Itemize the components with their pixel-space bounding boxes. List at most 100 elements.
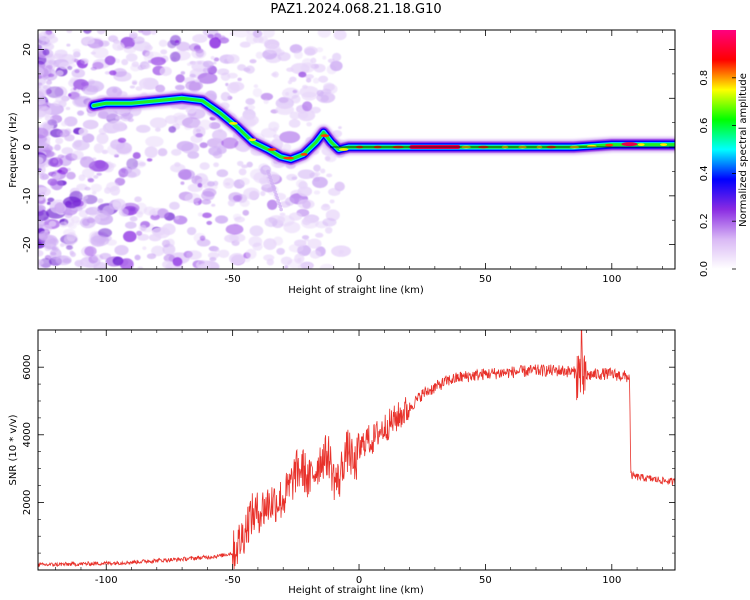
noise-blob <box>276 247 285 255</box>
noise-blob <box>244 106 249 111</box>
noise-blob <box>96 172 102 176</box>
noise-blob <box>119 258 134 269</box>
ridge-hotspot <box>637 143 645 147</box>
noise-blob <box>134 254 141 261</box>
noise-blob <box>171 148 182 156</box>
noise-blob <box>144 146 158 159</box>
noise-blob <box>38 264 43 269</box>
colorbar-tick-label: 0.4 <box>699 165 710 181</box>
noise-blob <box>304 238 310 242</box>
ridge-hotspot <box>605 143 614 147</box>
noise-blob <box>168 126 177 133</box>
noise-blob <box>39 257 52 269</box>
noise-blob <box>210 55 215 60</box>
noise-blob <box>237 64 247 71</box>
noise-blob <box>76 60 85 66</box>
noise-blob <box>47 119 58 126</box>
noise-blob <box>161 223 176 236</box>
colorbar-label: Normalized spectral amplitude <box>738 73 749 227</box>
noise-blob <box>57 53 66 60</box>
noise-blob <box>212 129 228 141</box>
noise-blob <box>141 63 151 70</box>
y-tick-label: -20 <box>22 236 33 252</box>
noise-blob <box>51 173 61 180</box>
noise-blob <box>288 118 301 128</box>
noise-blob <box>108 35 118 43</box>
noise-blob <box>66 171 76 180</box>
noise-blob <box>148 60 152 64</box>
noise-blob <box>39 196 44 201</box>
noise-blob <box>278 204 282 209</box>
noise-blob <box>186 250 202 260</box>
noise-blob <box>42 224 53 233</box>
noise-blob <box>315 47 324 53</box>
noise-blob <box>145 50 154 59</box>
noise-blob <box>229 233 246 243</box>
noise-blob <box>227 199 236 207</box>
noise-blob <box>78 127 89 137</box>
noise-blob <box>142 246 147 251</box>
noise-blob <box>55 95 68 104</box>
snr-panel: -100 -50 0 50 100 2000 4000 6000 Height of str… <box>8 329 676 596</box>
noise-blob <box>195 202 199 206</box>
noise-blob <box>176 41 191 52</box>
noise-blob <box>136 230 143 236</box>
noise-blob <box>66 30 73 34</box>
noise-blob <box>322 55 327 60</box>
noise-blob <box>102 205 115 216</box>
noise-blob <box>146 253 157 260</box>
noise-blob <box>199 235 206 241</box>
noise-blob <box>137 266 144 269</box>
ridge-hotspot <box>228 121 238 125</box>
noise-blob <box>72 140 90 151</box>
noise-blob <box>306 121 312 127</box>
noise-blob <box>174 84 185 91</box>
noise-blob <box>302 101 313 112</box>
noise-blob <box>283 221 301 234</box>
noise-blob <box>55 70 64 77</box>
noise-blob <box>213 247 220 253</box>
noise-blob <box>132 81 137 86</box>
noise-blob <box>219 35 226 41</box>
noise-blob <box>289 76 297 83</box>
noise-blob <box>90 235 110 247</box>
noise-blob <box>140 224 147 232</box>
noise-blob <box>159 66 172 77</box>
noise-blob <box>301 216 319 229</box>
noise-blob <box>43 174 49 180</box>
noise-blob <box>129 85 136 89</box>
colorbar-tick-label: 0.8 <box>699 70 710 86</box>
y-tick-label: -10 <box>22 188 33 204</box>
noise-blob <box>63 233 79 245</box>
noise-blob <box>197 212 203 217</box>
noise-blob <box>305 74 314 80</box>
noise-blob <box>197 61 203 65</box>
y-tick-label: 0 <box>22 144 33 150</box>
noise-blob <box>285 92 290 96</box>
noise-blob <box>189 73 196 78</box>
noise-blob <box>109 70 117 76</box>
colorbar: 0.0 0.2 0.4 0.6 0.8 Normalized spectral ampl… <box>699 30 749 277</box>
y-tick-label: 10 <box>22 92 33 105</box>
noise-blob <box>275 195 279 200</box>
noise-blob <box>333 30 347 41</box>
colorbar-tick-label: 0.2 <box>699 213 710 229</box>
noise-blob <box>279 207 283 212</box>
noise-blob <box>180 71 186 75</box>
noise-blob <box>312 176 328 189</box>
noise-blob <box>202 212 212 219</box>
noise-blob <box>199 162 210 170</box>
noise-blob <box>130 63 141 72</box>
noise-blob <box>288 243 304 253</box>
noise-blob <box>299 85 319 98</box>
noise-blob <box>306 263 313 269</box>
noise-blob <box>175 74 185 83</box>
noise-blob <box>272 126 279 133</box>
noise-blob <box>136 210 144 218</box>
noise-blob <box>338 249 344 255</box>
noise-blob <box>239 41 251 48</box>
noise-blob <box>266 169 270 174</box>
noise-blob <box>38 249 44 257</box>
ridge-hotspot <box>248 138 257 142</box>
